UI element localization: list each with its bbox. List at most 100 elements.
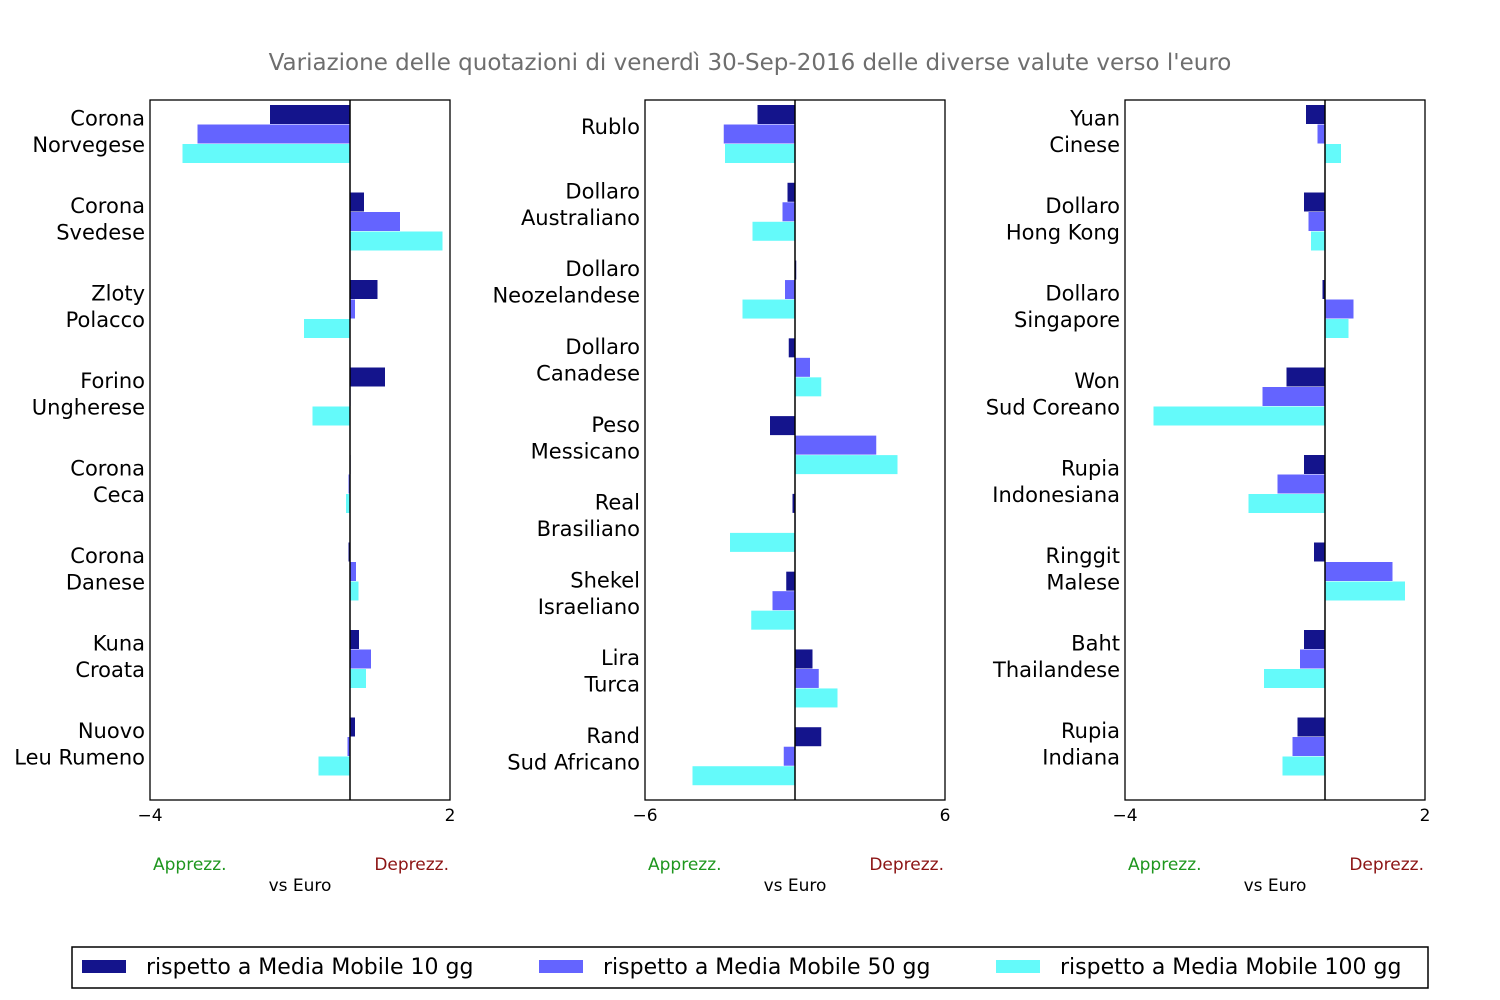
bar-ma50 xyxy=(782,202,795,222)
category-label: Shekel xyxy=(570,568,640,592)
plot-frame xyxy=(149,99,451,801)
category-label: Canadese xyxy=(536,361,640,385)
bar-ma10 xyxy=(786,571,795,591)
bar-ma10 xyxy=(795,727,822,747)
category-label: Corona xyxy=(70,107,145,131)
bar-ma50 xyxy=(350,562,356,581)
bar-ma50 xyxy=(197,124,350,144)
bar-ma10 xyxy=(1297,717,1325,737)
legend-label-ma100: rispetto a Media Mobile 100 gg xyxy=(1060,955,1401,980)
category-label: Peso xyxy=(591,413,640,437)
category-label: Svedese xyxy=(56,221,145,245)
x-tick-label: −6 xyxy=(632,806,657,826)
bar-ma100 xyxy=(1325,319,1349,338)
bar-ma50 xyxy=(1292,737,1325,756)
bar-ma50 xyxy=(1308,212,1325,231)
bar-ma50 xyxy=(1325,299,1354,319)
x-tick-label: 2 xyxy=(445,806,456,826)
legend: rispetto a Media Mobile 10 gg rispetto a… xyxy=(71,946,1429,989)
bar-ma50 xyxy=(347,737,350,756)
deprezz-note: Deprezz. xyxy=(374,855,449,875)
category-label: Dollaro xyxy=(1045,282,1120,306)
category-label: Indonesiana xyxy=(992,483,1120,507)
bar-ma10 xyxy=(757,105,795,124)
bar-ma10 xyxy=(1304,630,1325,649)
bar-ma10 xyxy=(1314,542,1325,562)
category-label: Israeliano xyxy=(538,595,640,619)
category-label: Zloty xyxy=(91,282,145,306)
category-label: Baht xyxy=(1071,632,1120,656)
bar-ma10 xyxy=(350,367,385,387)
category-label: Sud Africano xyxy=(507,750,640,774)
bar-ma50 xyxy=(350,299,355,319)
category-label: Dollaro xyxy=(565,257,640,281)
bar-ma100 xyxy=(692,766,795,786)
bar-ma50 xyxy=(1277,474,1325,494)
bar-ma10 xyxy=(788,338,795,358)
category-label: Leu Rumeno xyxy=(14,746,145,770)
category-label: Corona xyxy=(70,544,145,568)
category-label: Ungherese xyxy=(32,396,145,420)
bar-ma10 xyxy=(1306,105,1325,124)
category-label: Nuovo xyxy=(78,719,145,743)
category-label: Real xyxy=(595,491,640,515)
bar-ma50 xyxy=(350,649,371,669)
category-label: Thailandese xyxy=(992,658,1120,682)
bar-ma50 xyxy=(1262,387,1325,406)
category-label: Dollaro xyxy=(565,179,640,203)
x-tick-label: 2 xyxy=(1420,806,1431,826)
chart-title: Variazione delle quotazioni di venerdì 3… xyxy=(269,50,1232,76)
panel-2: Rublo Dollaro Australiano Dollaro Neozelande… xyxy=(492,99,951,896)
category-label: Neozelandese xyxy=(492,284,640,308)
bar-ma10 xyxy=(795,649,813,669)
legend-swatch-ma100 xyxy=(996,960,1040,973)
bar-ma100 xyxy=(1248,494,1325,513)
bar-ma50 xyxy=(795,435,877,455)
bar-ma100 xyxy=(350,669,366,688)
category-label: Malese xyxy=(1046,571,1120,595)
category-label: Sud Coreano xyxy=(986,396,1120,420)
bar-ma50 xyxy=(772,591,795,611)
plot-frame xyxy=(1124,99,1426,801)
category-label: Yuan xyxy=(1069,107,1120,131)
bar-ma10 xyxy=(350,192,364,212)
bar-ma100 xyxy=(795,455,898,475)
category-label: Indiana xyxy=(1042,746,1120,770)
bar-ma50 xyxy=(350,212,400,231)
bar-ma100 xyxy=(304,319,350,338)
bar-ma10 xyxy=(350,280,378,299)
bar-ma100 xyxy=(795,377,822,397)
bar-ma100 xyxy=(182,144,350,163)
category-label: Forino xyxy=(80,369,145,393)
bar-ma50 xyxy=(783,746,795,766)
deprezz-note: Deprezz. xyxy=(1349,855,1424,875)
bar-ma50 xyxy=(723,124,795,144)
bar-ma100 xyxy=(742,299,795,319)
bar-ma100 xyxy=(795,688,838,708)
bar-ma10 xyxy=(1304,192,1325,212)
category-label: Dollaro xyxy=(565,335,640,359)
apprezz-note: Apprezz. xyxy=(648,855,722,875)
x-axis-label: vs Euro xyxy=(764,876,827,896)
deprezz-note: Deprezz. xyxy=(869,855,944,875)
category-label: Croata xyxy=(75,658,145,682)
bar-ma50 xyxy=(1325,562,1393,581)
x-tick-label: −4 xyxy=(137,806,162,826)
bar-ma50 xyxy=(795,357,810,377)
x-tick-label: 6 xyxy=(940,806,951,826)
bar-ma10 xyxy=(792,493,795,513)
category-label: Ringgit xyxy=(1046,544,1120,568)
bar-ma100 xyxy=(751,610,795,630)
x-axis-label: vs Euro xyxy=(269,876,332,896)
category-label: Norvegese xyxy=(32,133,145,157)
legend-label-ma50: rispetto a Media Mobile 50 gg xyxy=(603,955,930,980)
bar-ma100 xyxy=(752,221,795,241)
category-label: Won xyxy=(1074,369,1120,393)
bar-ma10 xyxy=(270,105,350,124)
category-label: Brasiliano xyxy=(537,517,640,541)
bar-ma100 xyxy=(1311,231,1325,251)
legend-frame xyxy=(71,946,1429,989)
